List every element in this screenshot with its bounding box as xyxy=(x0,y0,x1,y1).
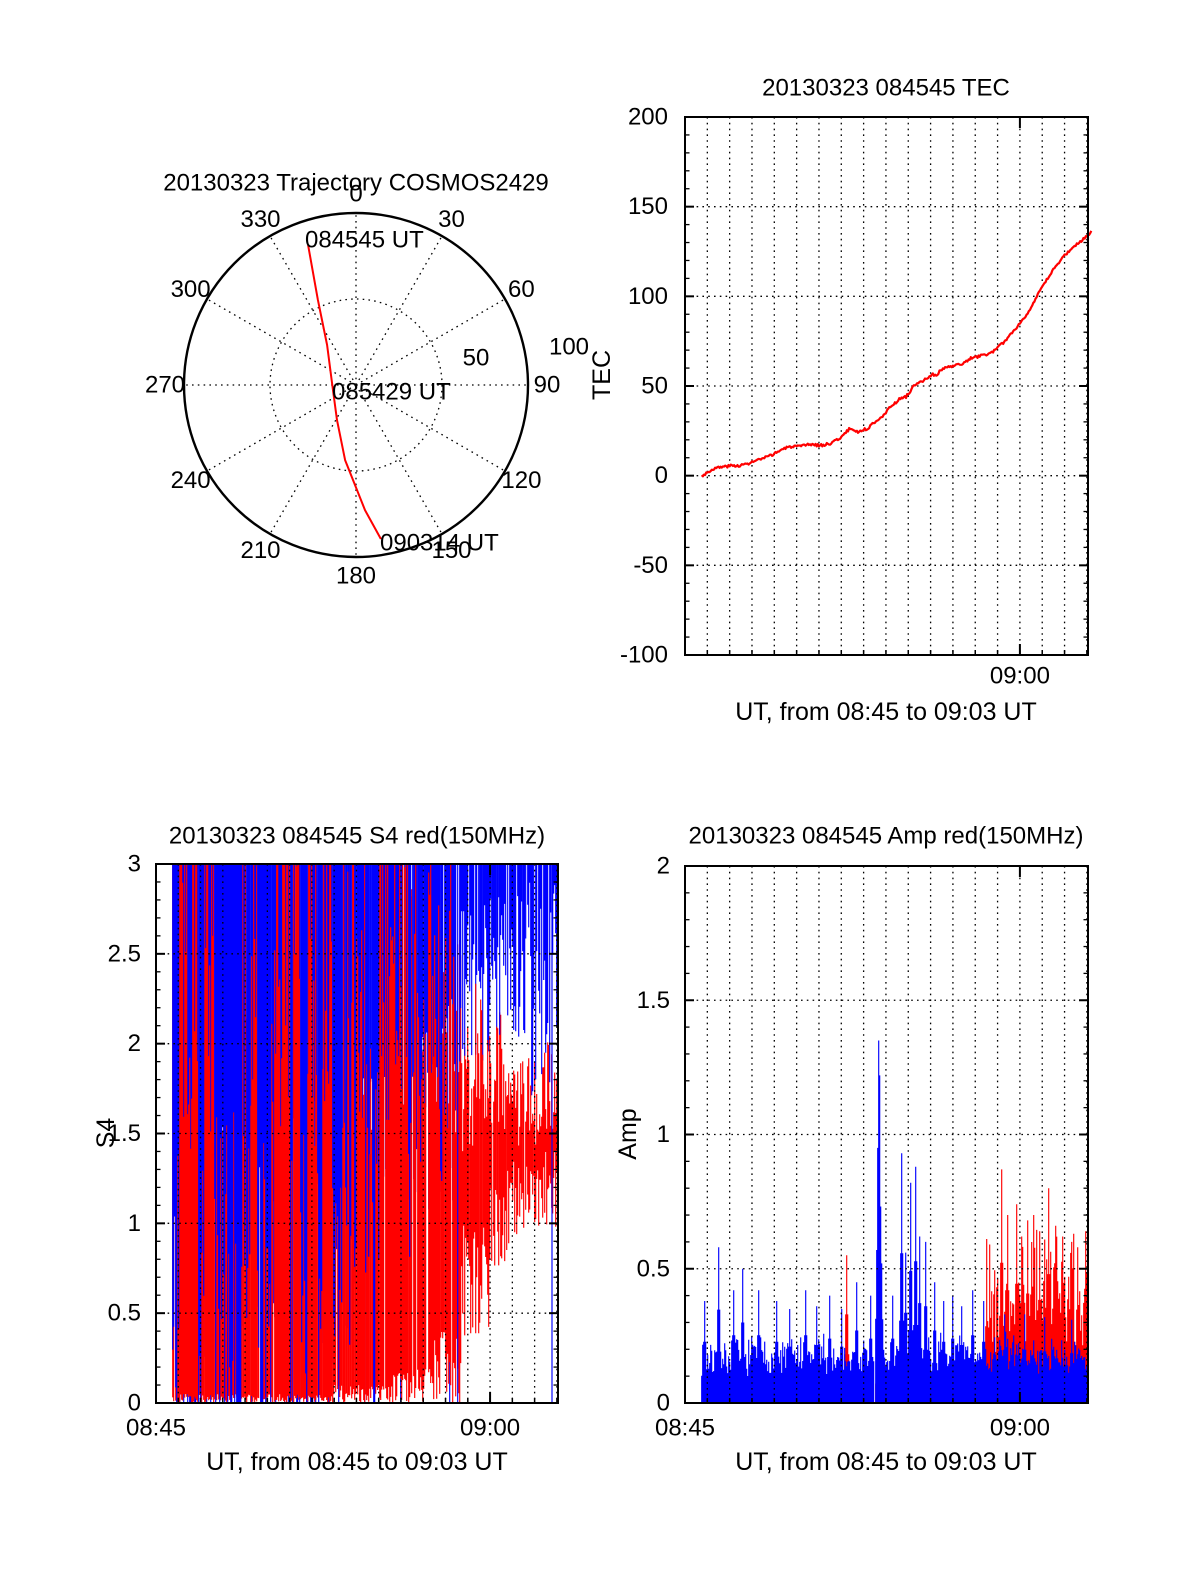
amp-xtick-label: 08:45 xyxy=(655,1415,715,1442)
s4-ytick-label: 1 xyxy=(128,1210,141,1237)
s4-ytick-label: 1.5 xyxy=(108,1120,141,1147)
tec-ytick-label: 50 xyxy=(641,373,668,400)
amp-tick-labels: 2 1.5 1 0.5 008:45 09:00 xyxy=(637,853,1050,1442)
amp-plot: 20130323 084545 Amp red(150MHz) Amp UT, … xyxy=(614,823,1089,1476)
s4-tick-labels: 3 2.5 2 1.5 1 0.5 008:45 09:00 xyxy=(108,851,520,1442)
s4-plot-title: 20130323 084545 S4 red(150MHz) xyxy=(169,823,545,850)
polar-azimuth-label: 30 xyxy=(438,206,465,233)
tec-ytick-label: -100 xyxy=(620,642,668,669)
s4-xtick-label: 08:45 xyxy=(126,1415,186,1442)
polar-azimuth-label: 330 xyxy=(240,206,280,233)
tec-plot-title: 20130323 084545 TEC xyxy=(762,75,1010,102)
polar-plot-title: 20130323 Trajectory COSMOS2429 xyxy=(163,170,549,197)
s4-plot: 20130323 084545 S4 red(150MHz) S4 UT, fr… xyxy=(92,823,559,1476)
polar-azimuth-label: 210 xyxy=(240,537,280,564)
amp-noise-series-group xyxy=(701,1040,1089,1403)
s4-xtick-label: 09:00 xyxy=(460,1415,520,1442)
polar-azimuth-label: 150 xyxy=(431,537,471,564)
s4-axes-frame xyxy=(155,863,559,1404)
trajectory-time-label: 085429 UT xyxy=(332,379,451,406)
tec-tick-labels: 200 150 100 50 0 -50 -100 09:00 xyxy=(620,104,1050,690)
axes-box xyxy=(684,865,1089,1404)
polar-azimuth-label: 60 xyxy=(508,276,535,303)
polar-azimuth-label: 270 xyxy=(145,372,185,399)
amp-plot-title: 20130323 084545 Amp red(150MHz) xyxy=(689,823,1084,850)
s4-ytick-label: 0 xyxy=(128,1390,141,1417)
polar-outer-circle xyxy=(182,211,530,559)
amp-ytick-label: 0 xyxy=(657,1390,670,1417)
polar-ring-50 xyxy=(269,298,443,472)
tec-grid xyxy=(685,116,1088,656)
polar-azimuth-label: 300 xyxy=(171,276,211,303)
polar-azimuth-label: 240 xyxy=(171,467,211,494)
tec-xtick-label: 09:00 xyxy=(990,663,1050,690)
amp-axes-frame xyxy=(684,865,1089,1404)
s4-ylabel: S4 xyxy=(92,1118,120,1149)
tec-axes-frame xyxy=(684,116,1089,656)
s4-ytick-label: 2.5 xyxy=(108,940,141,967)
polar-grid xyxy=(182,211,530,559)
tec-plot: 20130323 084545 TEC TEC UT, from 08:45 t… xyxy=(588,75,1093,726)
polar-azimuth-label: 0 xyxy=(349,181,362,208)
polar-time-annotations: 084545 UT 085429 UT 090314 UT xyxy=(305,227,499,557)
axes-box xyxy=(155,863,559,1404)
tec-ytick-label: 100 xyxy=(628,283,668,310)
polar-azimuth-label: 120 xyxy=(501,467,541,494)
amp-blue-series xyxy=(701,1040,1089,1403)
amp-ytick-label: 1.5 xyxy=(637,987,670,1014)
amp-grid xyxy=(684,865,1088,1404)
s4-xlabel: UT, from 08:45 to 09:03 UT xyxy=(206,1448,508,1476)
polar-azimuth-label: 90 xyxy=(534,372,561,399)
polar-azimuth-label: 180 xyxy=(336,563,376,590)
trajectory-time-label: 090314 UT xyxy=(380,530,499,557)
tec-curve xyxy=(700,230,1093,478)
trajectory-time-label: 084545 UT xyxy=(305,227,424,254)
tec-ytick-label: 0 xyxy=(655,462,668,489)
s4-ytick-label: 0.5 xyxy=(108,1300,141,1327)
tec-ytick-label: 150 xyxy=(628,193,668,220)
axes-box xyxy=(684,116,1089,656)
polar-ring-label: 100 xyxy=(549,334,589,361)
s4-ytick-label: 3 xyxy=(128,851,141,878)
tec-ytick-label: -50 xyxy=(633,552,668,579)
tec-curve-group xyxy=(700,230,1093,478)
polar-axis-labels: 0 30 60 90 120 150 180 210 240 270 300 330 50 100 xyxy=(145,181,589,590)
polar-trajectory-plot: 20130323 Trajectory COSMOS2429 0 30 60 90 12… xyxy=(145,170,589,590)
polar-trajectory-line-group xyxy=(307,244,382,540)
amp-ylabel: Amp xyxy=(614,1108,642,1159)
amp-xlabel: UT, from 08:45 to 09:03 UT xyxy=(735,1448,1037,1476)
amp-ytick-label: 2 xyxy=(657,853,670,880)
amp-ytick-label: 1 xyxy=(657,1121,670,1148)
tec-ylabel: TEC xyxy=(588,350,616,400)
amp-ytick-label: 0.5 xyxy=(637,1255,670,1282)
satellite-trajectory-line xyxy=(307,244,382,540)
s4-ytick-label: 2 xyxy=(128,1030,141,1057)
amp-xtick-label: 09:00 xyxy=(990,1415,1050,1442)
tec-ytick-label: 200 xyxy=(628,104,668,131)
polar-ring-label: 50 xyxy=(463,345,490,372)
polar-spoke xyxy=(355,235,443,386)
polar-spoke xyxy=(269,235,357,386)
polar-spoke xyxy=(355,384,443,535)
tec-xlabel: UT, from 08:45 to 09:03 UT xyxy=(735,698,1037,726)
